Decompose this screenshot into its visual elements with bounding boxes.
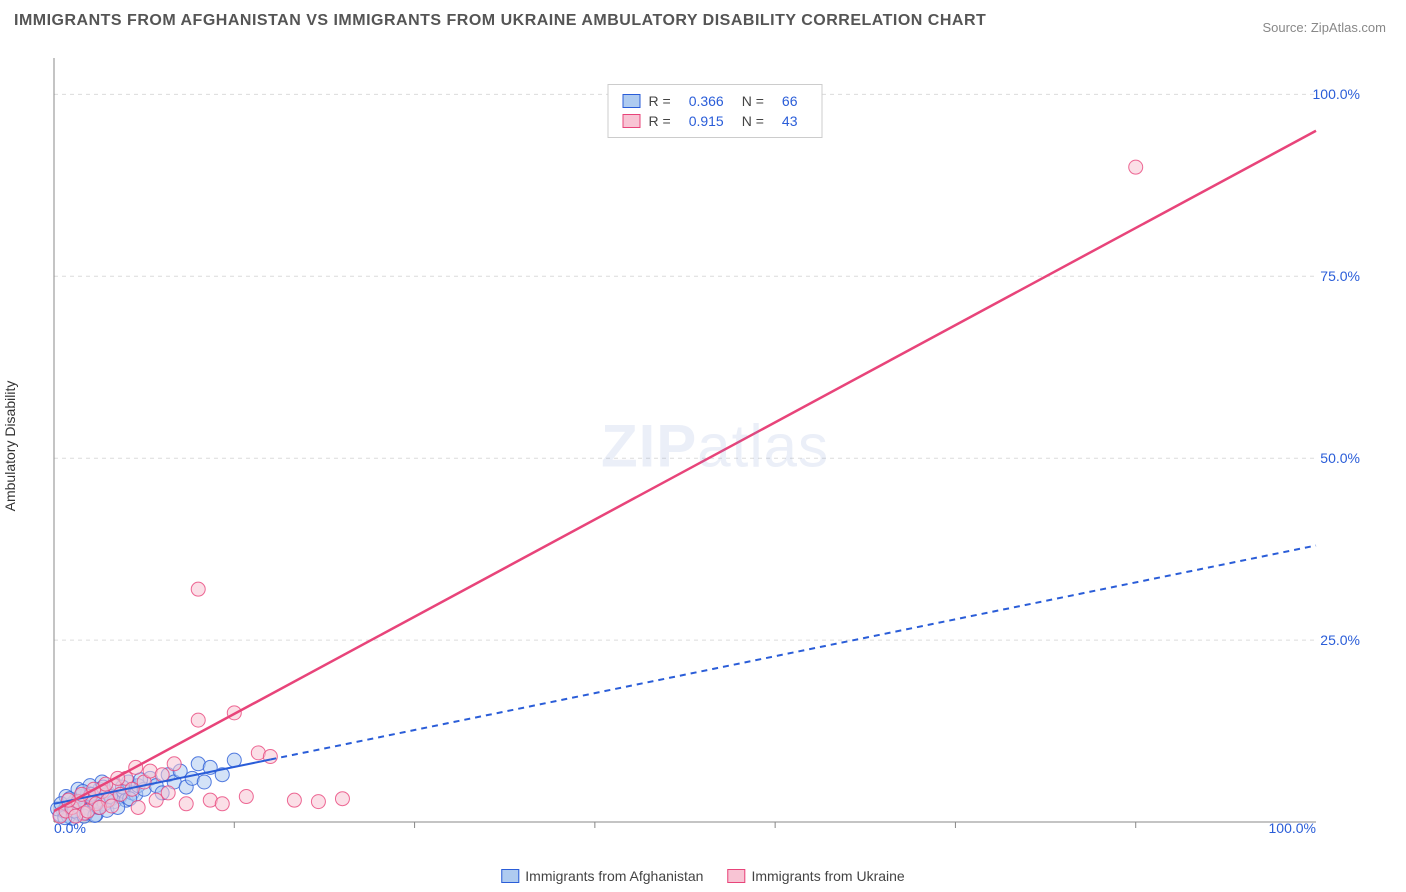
legend-item: Immigrants from Afghanistan: [501, 868, 703, 884]
legend-item: Immigrants from Ukraine: [727, 868, 904, 884]
legend-n-label: N =: [742, 113, 764, 129]
source-link[interactable]: ZipAtlas.com: [1311, 20, 1386, 35]
legend-n-label: N =: [742, 93, 764, 109]
legend-series-label: Immigrants from Afghanistan: [525, 868, 703, 884]
chart-area: ZIPatlas R = 0.366 N = 66 R = 0.915 N = …: [44, 40, 1386, 852]
legend-swatch-blue: [501, 869, 519, 883]
legend-swatch-pink: [727, 869, 745, 883]
y-axis-label: Ambulatory Disability: [2, 381, 18, 512]
legend-swatch-blue: [623, 94, 641, 108]
legend-r-label: R =: [649, 93, 671, 109]
y-tick-label: 75.0%: [1320, 268, 1360, 284]
x-tick-label: 100.0%: [1269, 820, 1316, 836]
y-tick-label: 50.0%: [1320, 450, 1360, 466]
y-tick-label: 25.0%: [1320, 632, 1360, 648]
legend-series: Immigrants from Afghanistan Immigrants f…: [501, 868, 904, 884]
legend-series-label: Immigrants from Ukraine: [751, 868, 904, 884]
legend-n-value: 43: [782, 113, 798, 129]
legend-r-value: 0.915: [689, 113, 724, 129]
legend-r-value: 0.366: [689, 93, 724, 109]
source-attribution: Source: ZipAtlas.com: [1262, 20, 1386, 35]
legend-swatch-pink: [623, 114, 641, 128]
source-label: Source:: [1262, 20, 1310, 35]
scatter-chart: [44, 40, 1386, 852]
legend-row: R = 0.366 N = 66: [623, 91, 808, 111]
chart-title: IMMIGRANTS FROM AFGHANISTAN VS IMMIGRANT…: [14, 12, 986, 30]
y-tick-label: 100.0%: [1313, 86, 1360, 102]
legend-correlation: R = 0.366 N = 66 R = 0.915 N = 43: [608, 84, 823, 138]
legend-row: R = 0.915 N = 43: [623, 111, 808, 131]
x-tick-label: 0.0%: [54, 820, 86, 836]
legend-r-label: R =: [649, 113, 671, 129]
legend-n-value: 66: [782, 93, 798, 109]
